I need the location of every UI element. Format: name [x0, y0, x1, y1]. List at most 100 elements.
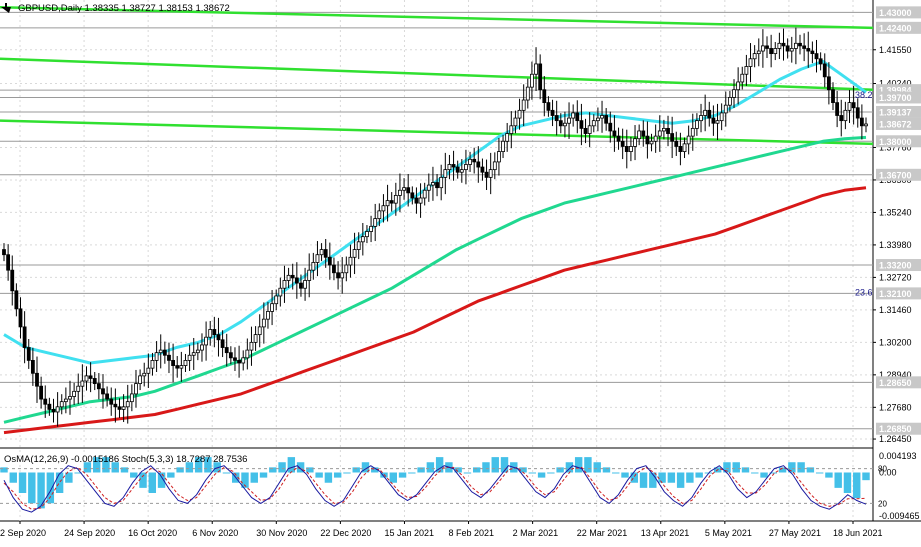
candle-body	[311, 262, 316, 271]
osma-bar	[621, 472, 629, 478]
candle-body	[571, 112, 576, 119]
candle-body	[455, 166, 460, 173]
price-tick-label: 1.41550	[879, 45, 912, 55]
candle-body	[591, 120, 596, 127]
price-level-label: 1.42400	[879, 23, 912, 33]
candle-body	[426, 184, 431, 191]
time-tick-label: 5 May 2021	[705, 528, 752, 538]
candle-body	[88, 375, 93, 379]
candle-body	[736, 81, 741, 91]
candle-body	[492, 161, 497, 171]
candle-body	[579, 120, 584, 129]
channel-line	[0, 119, 874, 146]
osma-bar	[371, 467, 379, 473]
candle-body	[567, 117, 571, 124]
osma-bar	[630, 472, 638, 483]
candle-body	[414, 197, 419, 204]
osma-bar	[204, 457, 212, 473]
candle-body	[785, 45, 790, 52]
price-level-box	[876, 21, 921, 34]
candle-body	[266, 311, 270, 320]
candle-body	[719, 112, 724, 122]
osma-bar	[723, 462, 731, 473]
stoch-level-label: 20	[878, 499, 887, 508]
candle-body	[476, 161, 481, 168]
candle-body	[793, 42, 798, 49]
candle-body	[513, 117, 518, 127]
candle-body	[377, 210, 382, 220]
candle-body	[365, 231, 369, 238]
candle-body	[756, 50, 761, 55]
osma-bar	[834, 472, 842, 488]
candle-body	[604, 115, 609, 124]
osma-bar	[676, 472, 685, 488]
osma-bar	[593, 462, 601, 473]
osma-bar	[37, 472, 45, 509]
osma-bar	[157, 472, 166, 488]
candle-body	[822, 63, 827, 78]
price-tick-label: 1.31460	[879, 305, 912, 315]
channel-line	[0, 57, 874, 91]
candle-body	[699, 115, 703, 122]
candle-body	[629, 146, 633, 152]
candle-body	[59, 401, 64, 408]
osma-bar	[463, 472, 472, 474]
candle-body	[26, 347, 31, 361]
time-tick-label: 16 Oct 2020	[128, 528, 177, 538]
osma-bar	[120, 467, 129, 473]
candle-body	[63, 398, 68, 403]
osma-bar	[565, 462, 574, 473]
candle-body	[501, 140, 505, 152]
osma-bar	[92, 457, 101, 473]
time-tick-label: 22 Dec 2020	[320, 528, 371, 538]
candle-body	[212, 329, 217, 336]
candle-body	[175, 365, 180, 369]
stoch-main-line	[3, 465, 867, 513]
osma-bar	[797, 462, 805, 473]
candle-body	[138, 375, 143, 385]
candle-body	[864, 123, 868, 127]
osma-bar	[296, 462, 305, 473]
candle-body	[678, 146, 683, 152]
candle-body	[125, 401, 130, 408]
moving-average-line	[3, 59, 867, 365]
osma-bar	[584, 457, 592, 473]
osma-bar	[686, 472, 694, 483]
osma-bar	[741, 467, 750, 473]
osma-bar	[250, 472, 258, 483]
candle-body	[777, 42, 782, 49]
candle-body	[538, 63, 543, 91]
moving-averages	[3, 59, 867, 435]
osma-bar	[639, 472, 648, 488]
candle-body	[451, 164, 456, 168]
candle-body	[369, 225, 373, 232]
price-level-box	[876, 287, 921, 300]
price-level-box	[876, 376, 921, 389]
candle-body	[360, 236, 365, 243]
candle-body	[781, 42, 786, 47]
time-tick-label: 30 Nov 2020	[256, 528, 307, 538]
candle-body	[18, 308, 23, 328]
candle-body	[521, 99, 526, 111]
candle-body	[117, 406, 122, 410]
osma-bar	[491, 457, 499, 473]
candle-body	[789, 48, 794, 52]
candle-body	[439, 176, 444, 189]
price-level-label: 1.43000	[879, 8, 912, 18]
candle-body	[484, 171, 489, 178]
candle-body	[707, 109, 712, 119]
candle-body	[488, 169, 493, 178]
candle-body	[686, 135, 691, 145]
osma-bar	[259, 472, 268, 478]
candle-body	[608, 122, 613, 132]
price-level-label: 1.28650	[879, 378, 912, 388]
candle-body	[587, 125, 592, 134]
candle-body	[249, 341, 254, 351]
candle-body	[670, 133, 675, 142]
price-level-box	[876, 6, 921, 19]
osma-bar	[482, 462, 490, 473]
candle-body	[497, 151, 501, 163]
candle-body	[220, 339, 225, 348]
time-axis: 2 Sep 2020 24 Sep 2020 16 Oct 2020 6 Nov 20…	[0, 521, 883, 538]
candle-body	[468, 158, 472, 165]
